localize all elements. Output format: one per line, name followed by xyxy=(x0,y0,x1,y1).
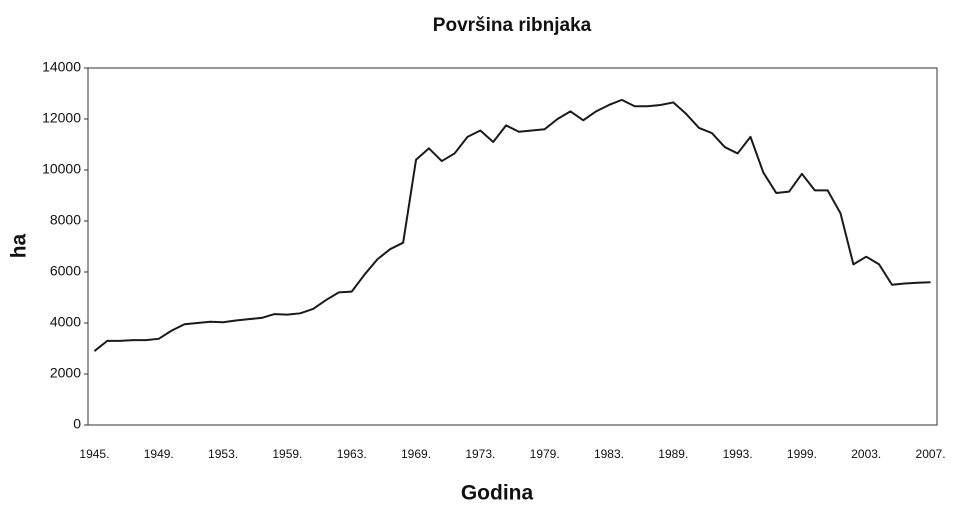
y-tick-label: 10000 xyxy=(42,161,81,177)
y-axis-label: ha xyxy=(8,233,31,258)
x-tick-label: 1953. xyxy=(208,447,238,461)
x-axis-label: Godina xyxy=(461,482,534,505)
x-tick-label: 1945. xyxy=(79,447,109,461)
y-tick-label: 0 xyxy=(73,416,81,432)
y-tick-label: 6000 xyxy=(50,263,81,279)
x-tick-label: 1993. xyxy=(723,447,753,461)
x-tick-label: 1979. xyxy=(530,447,560,461)
x-tick-label: 1983. xyxy=(594,447,624,461)
x-tick-label: 2003. xyxy=(851,447,881,461)
x-tick-label: 1969. xyxy=(401,447,431,461)
y-tick-label: 14000 xyxy=(42,59,81,75)
y-tick-label: 4000 xyxy=(50,314,81,330)
x-tick-label: 1973. xyxy=(465,447,495,461)
data-line xyxy=(93,98,931,352)
y-tick-label: 8000 xyxy=(50,212,81,228)
y-tick-label: 2000 xyxy=(50,365,81,381)
x-tick-label: 1963. xyxy=(337,447,367,461)
chart-title: Površina ribnjaka xyxy=(433,15,592,36)
x-tick-label: 1959. xyxy=(272,447,302,461)
plot-frame xyxy=(87,67,938,426)
x-tick-label: 1989. xyxy=(658,447,688,461)
x-tick-label: 1949. xyxy=(144,447,174,461)
y-tick-label: 12000 xyxy=(42,110,81,126)
x-tick-label: 2007. xyxy=(916,447,946,461)
x-tick-label: 1999. xyxy=(787,447,817,461)
